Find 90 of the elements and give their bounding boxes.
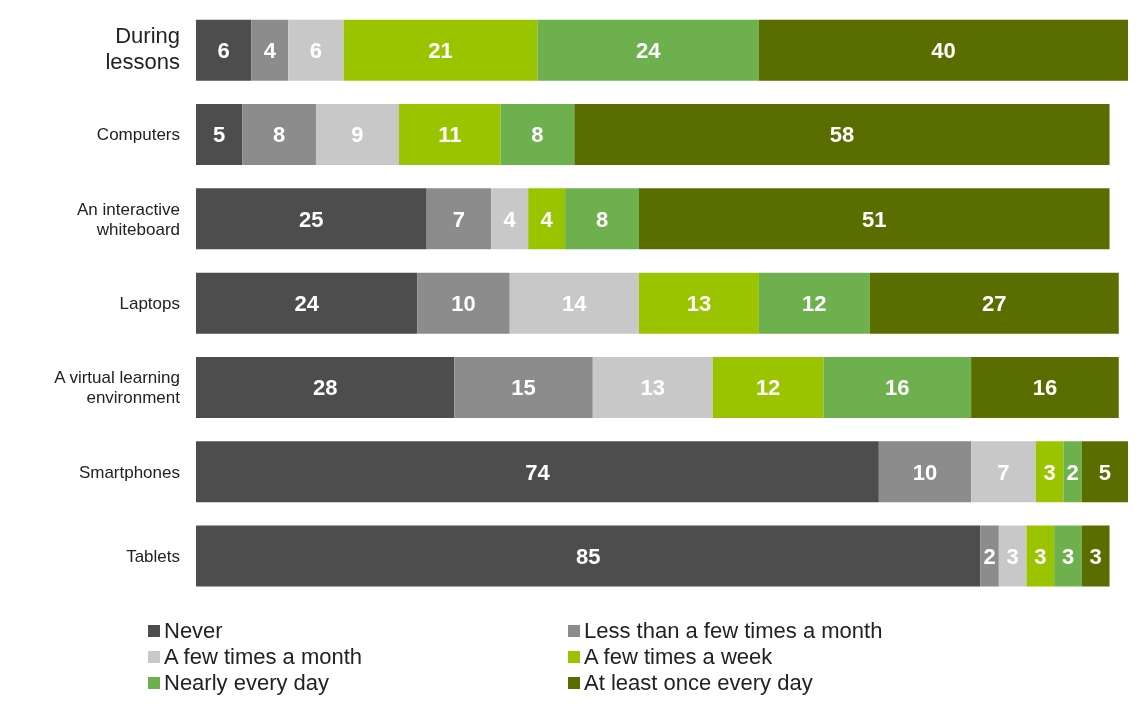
data-label: 8 bbox=[595, 206, 609, 232]
bar bbox=[638, 188, 1110, 250]
bar bbox=[758, 19, 1128, 81]
bar bbox=[980, 525, 999, 587]
data-label: 3 bbox=[1043, 459, 1056, 485]
bar bbox=[528, 188, 566, 250]
bar bbox=[509, 272, 639, 334]
data-label: 3 bbox=[1061, 543, 1075, 569]
bar bbox=[315, 104, 400, 166]
bar bbox=[592, 356, 713, 418]
bar bbox=[638, 272, 759, 334]
y-tick-label: Laptops bbox=[119, 294, 180, 313]
data-label: 13 bbox=[686, 290, 712, 316]
bar bbox=[196, 104, 243, 166]
bar bbox=[998, 525, 1027, 587]
data-label: 7 bbox=[452, 206, 466, 232]
y-tick-label: A virtual learning environment bbox=[54, 368, 181, 408]
data-label: 4 bbox=[540, 206, 554, 232]
bar bbox=[196, 525, 981, 587]
y-tick-label: During lessons bbox=[105, 23, 180, 75]
bar bbox=[196, 188, 427, 250]
bar bbox=[251, 19, 289, 81]
bar bbox=[758, 272, 870, 334]
bar bbox=[823, 356, 972, 418]
y-tick-label: An interactive whiteboard bbox=[77, 199, 180, 239]
data-label: 21 bbox=[428, 38, 453, 64]
data-label: 16 bbox=[1032, 375, 1058, 401]
data-label: 5 bbox=[1098, 459, 1112, 485]
data-label: 16 bbox=[885, 375, 910, 401]
legend-label: Less than a few times a month bbox=[584, 618, 883, 644]
bar bbox=[869, 272, 1119, 334]
bar bbox=[878, 441, 972, 503]
data-label: 4 bbox=[263, 38, 277, 64]
bar bbox=[196, 272, 418, 334]
bar bbox=[288, 19, 344, 81]
data-label: 40 bbox=[931, 38, 956, 64]
bar bbox=[565, 188, 639, 250]
y-tick-label: Computers bbox=[96, 125, 180, 145]
bar bbox=[971, 356, 1119, 418]
bar bbox=[196, 19, 252, 81]
bar bbox=[1054, 525, 1082, 587]
bar bbox=[399, 104, 501, 166]
bar bbox=[1081, 525, 1110, 587]
data-label: 24 bbox=[635, 38, 662, 64]
bar bbox=[1081, 441, 1128, 503]
data-label: 5 bbox=[212, 122, 226, 148]
data-label: 27 bbox=[981, 290, 1007, 316]
data-label: 8 bbox=[531, 122, 544, 148]
data-label: 12 bbox=[802, 290, 827, 316]
data-label: 51 bbox=[862, 206, 887, 232]
data-label: 28 bbox=[312, 375, 338, 401]
data-label: 3 bbox=[1034, 543, 1047, 569]
data-label: 2 bbox=[1066, 459, 1079, 485]
data-label: 12 bbox=[755, 375, 781, 401]
bar bbox=[1063, 441, 1082, 503]
bar bbox=[1026, 525, 1055, 587]
bar bbox=[1035, 441, 1064, 503]
y-tick-label: Smartphones bbox=[78, 462, 180, 482]
bar bbox=[242, 104, 316, 166]
data-label: 2 bbox=[983, 543, 996, 569]
data-label: 6 bbox=[217, 38, 230, 64]
bar bbox=[343, 19, 538, 81]
data-label: 8 bbox=[272, 122, 286, 148]
data-label: 25 bbox=[299, 206, 324, 232]
bar bbox=[426, 188, 492, 250]
bar bbox=[491, 188, 529, 250]
bar bbox=[712, 356, 824, 418]
bar bbox=[417, 272, 510, 334]
data-label: 3 bbox=[1089, 543, 1102, 569]
legend-label: A few times a month bbox=[164, 644, 363, 670]
bar bbox=[971, 441, 1036, 503]
data-label: 11 bbox=[438, 122, 462, 148]
legend-label: A few times a week bbox=[584, 644, 773, 670]
bar bbox=[500, 104, 575, 166]
legend-label: Nearly every day bbox=[164, 670, 330, 696]
data-label: 85 bbox=[575, 543, 601, 569]
bar bbox=[574, 104, 1110, 166]
bar bbox=[537, 19, 759, 81]
bar bbox=[196, 441, 879, 503]
data-label: 58 bbox=[829, 122, 855, 148]
bar bbox=[196, 356, 455, 418]
data-label: 10 bbox=[912, 459, 938, 485]
legend-label: Never bbox=[164, 618, 223, 644]
data-label: 15 bbox=[511, 375, 536, 401]
data-label: 24 bbox=[294, 290, 320, 316]
data-label: 10 bbox=[451, 290, 476, 316]
bar bbox=[454, 356, 593, 418]
legend-label: At least once every day bbox=[584, 670, 813, 696]
data-label: 74 bbox=[525, 459, 551, 485]
y-tick-label: Tablets bbox=[126, 546, 180, 566]
